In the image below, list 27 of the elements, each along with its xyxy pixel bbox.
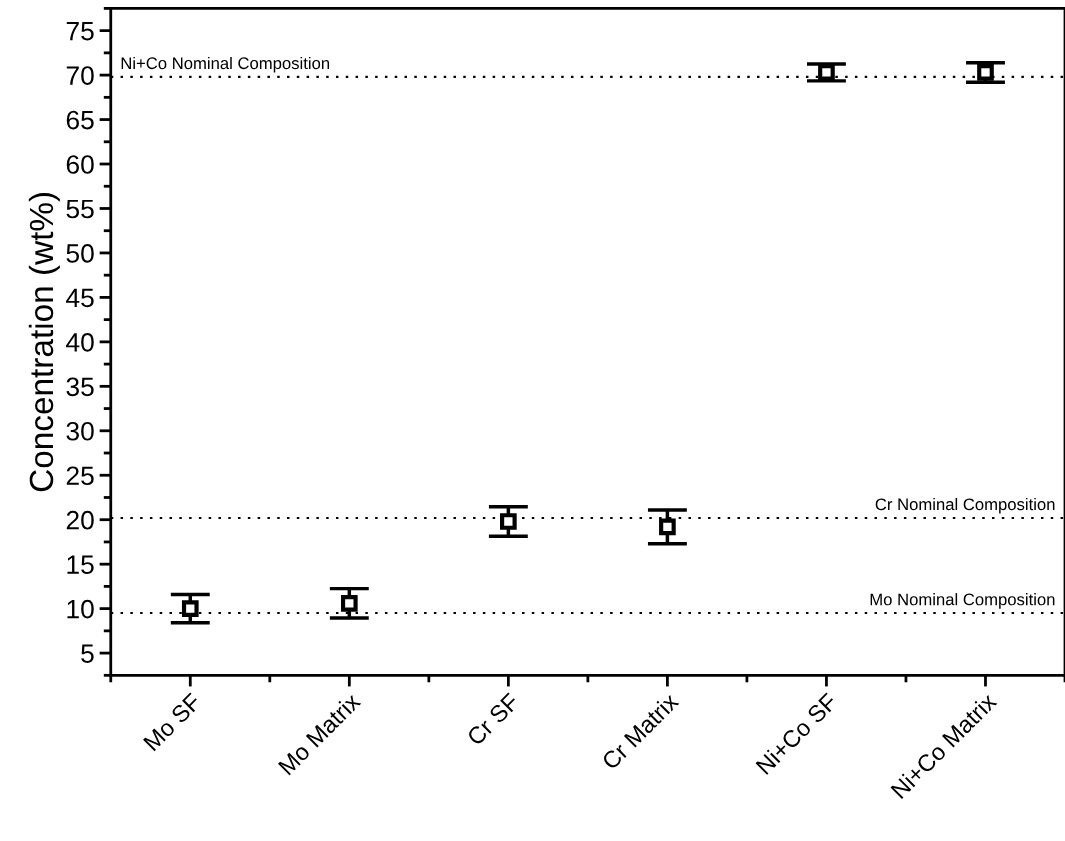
point (659, 518, 676, 536)
point (181, 600, 199, 617)
y-tick-label: 25 (66, 466, 94, 486)
y-tick-label: 20 (66, 510, 94, 530)
y-tick-label: 70 (66, 66, 94, 85)
y-tick-label: 40 (66, 333, 94, 352)
ref-line-label: Ni+Co Nominal Composition (121, 56, 330, 73)
point (977, 64, 994, 81)
y-tick-label: 15 (67, 555, 94, 574)
y-tick-label: 50 (66, 244, 94, 263)
y-tick-label: 60 (66, 155, 94, 174)
y-tick-label: 10 (67, 599, 94, 619)
y-axis-title: Concentration (wt%) (28, 192, 60, 492)
y-tick-label: 30 (66, 421, 94, 441)
y-tick-label: 65 (66, 110, 94, 130)
point (340, 594, 358, 612)
y-tick-label: 5 (81, 644, 94, 663)
ref-line-label: Mo Nominal Composition (870, 593, 1055, 609)
x-tick-label: Mo SF (142, 692, 202, 752)
ref-line-label: Cr Nominal Composition (875, 497, 1055, 514)
point (818, 64, 835, 81)
x-tick-label: Cr SF (466, 692, 520, 747)
y-tick-label: 75 (66, 22, 94, 41)
y-tick-label: 35 (66, 377, 94, 397)
y-tick-label: 45 (66, 288, 94, 308)
y-tick-label: 55 (66, 199, 94, 219)
point (500, 513, 517, 530)
